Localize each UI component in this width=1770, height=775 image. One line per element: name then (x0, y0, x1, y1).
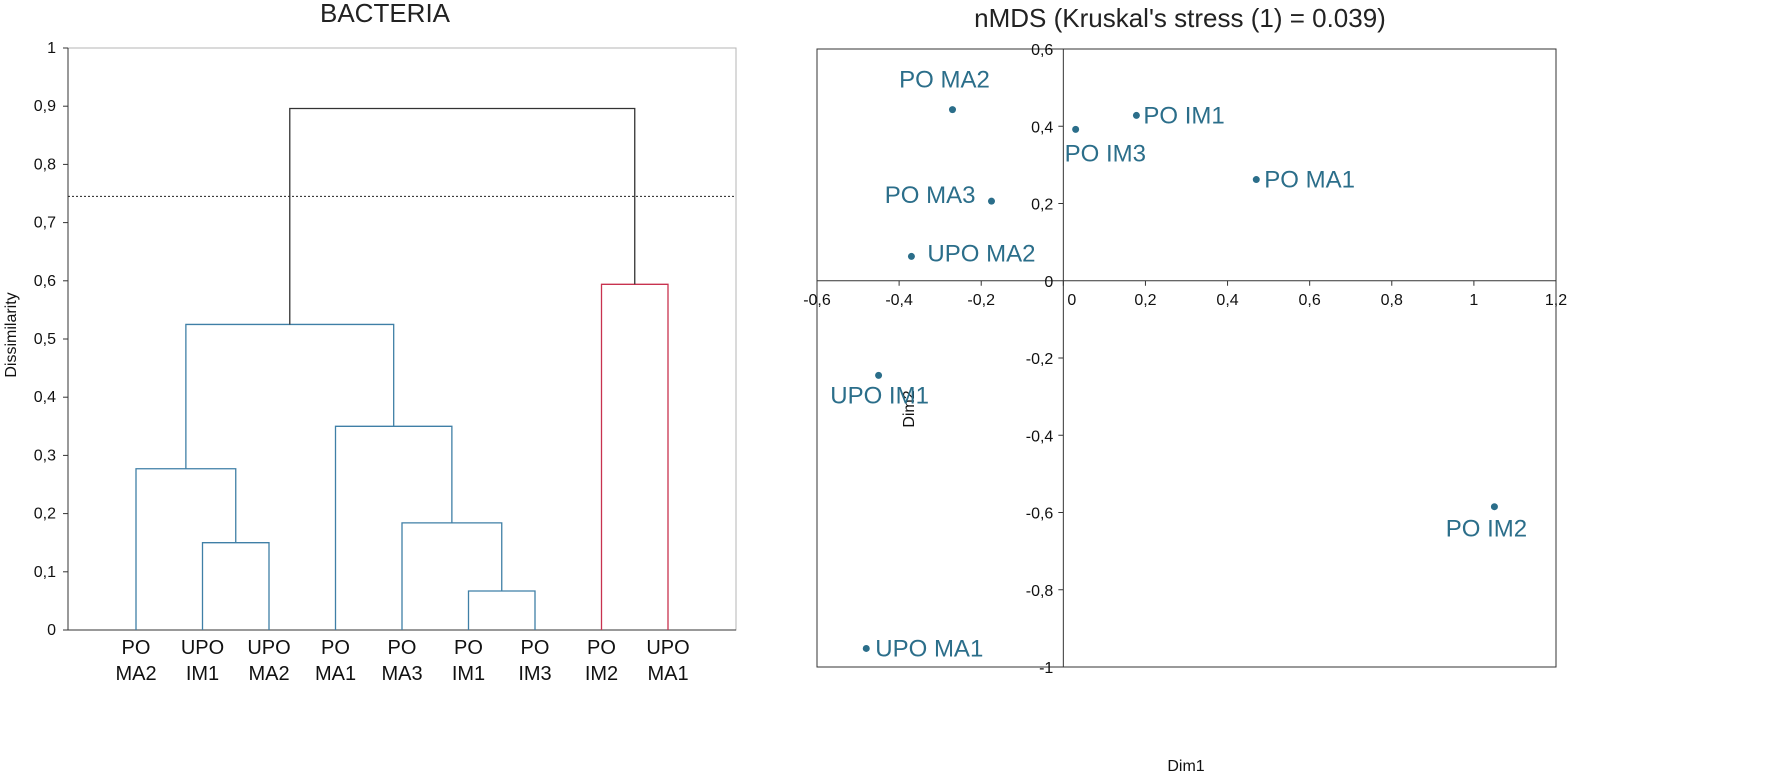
nmds-point (1490, 503, 1498, 511)
dendrogram-merge-link (185, 323, 395, 469)
leaf-label-line1: PO (454, 637, 483, 659)
leaf-label-line1: PO (388, 637, 417, 659)
nmds-point-label: PO IM1 (1143, 102, 1224, 129)
nmds-point-label: UPO IM1 (830, 382, 929, 409)
leaf-label-line1: PO (321, 637, 350, 659)
nmds-point (948, 106, 956, 114)
leaf-label-line1: UPO (646, 637, 689, 659)
nmds-point (1132, 111, 1140, 119)
dendrogram-y-tick-label: 0,8 (34, 156, 56, 173)
dendrogram-title: BACTERIA (320, 0, 451, 28)
leaf-label-line1: PO (122, 637, 151, 659)
leaf-label-line2: MA2 (115, 663, 156, 685)
leaf-label-line1: UPO (181, 637, 224, 659)
dendrogram-leaf-label: PO IM3 (518, 637, 551, 685)
nmds-y-tick-label: -1 (1039, 660, 1053, 677)
dendrogram-leaf-label: UPO IM1 (181, 637, 224, 685)
dendrogram-y-axis-label: Dissimilarity (3, 292, 20, 377)
nmds-title: nMDS (Kruskal's stress (1) = 0.039) (974, 3, 1386, 33)
leaf-label-line2: IM2 (585, 663, 618, 685)
nmds-y-tick-label: -0,8 (1026, 583, 1054, 600)
nmds-point (862, 644, 870, 652)
nmds-point (875, 371, 883, 379)
nmds-x-tick-label: 0,4 (1216, 292, 1238, 309)
nmds-point-label: PO MA1 (1264, 167, 1355, 194)
dendrogram-leaf-label: UPO MA2 (247, 637, 290, 685)
nmds-scatter-chart: -0,6 -0,4 -0,2 0 0,2 0,4 0,6 0,8 1 1,2 -1 -0,8 -0,6 -… (803, 3, 1567, 775)
nmds-y-axis-label: Dim2 (901, 390, 918, 427)
nmds-y-tick-label: 0,6 (1031, 42, 1053, 59)
nmds-plot-frame (816, 48, 1557, 668)
nmds-x-tick-label: -0,2 (967, 292, 995, 309)
dendrogram-merge-link (600, 283, 669, 630)
nmds-x-tick-label: 1,2 (1545, 292, 1567, 309)
dendrogram-merge-link (201, 542, 270, 630)
nmds-x-tick-label: -0,6 (803, 292, 831, 309)
nmds-point-label: PO MA2 (899, 67, 990, 94)
nmds-point (987, 197, 995, 205)
dendrogram-merge-link (135, 468, 237, 630)
leaf-label-line2: MA2 (248, 663, 289, 685)
nmds-y-tick-label: -0,6 (1026, 506, 1054, 523)
dendrogram-y-tick-label: 0,1 (34, 564, 56, 581)
dendrogram-y-tick-label: 0,5 (34, 331, 56, 348)
nmds-y-tick-label: 0,2 (1031, 197, 1053, 214)
dendrogram-y-tick-label: 0,3 (34, 447, 56, 464)
nmds-y-tick-label: 0,4 (1031, 119, 1053, 136)
dendrogram-leaf-label: UPO MA1 (646, 637, 689, 685)
leaf-label-line2: MA1 (647, 663, 688, 685)
nmds-point (907, 252, 915, 260)
dendrogram-leaf-label: PO IM1 (452, 637, 485, 685)
dendrogram-merge-link (334, 425, 453, 630)
dendrogram-y-tick-label: 0,9 (34, 98, 56, 115)
leaf-label-line1: UPO (247, 637, 290, 659)
leaf-label-line2: IM1 (452, 663, 485, 685)
dendrogram-y-tick-label: 1 (47, 40, 56, 57)
dendrogram-leaf-label: PO IM2 (585, 637, 618, 685)
nmds-y-tick-label: 0 (1044, 274, 1053, 291)
nmds-y-tick-label: -0,2 (1026, 351, 1054, 368)
dendrogram-y-tick-label: 0,2 (34, 506, 56, 523)
nmds-x-tick-label: -0,4 (885, 292, 913, 309)
leaf-label-line1: PO (521, 637, 550, 659)
dendrogram-merge-link (467, 590, 536, 630)
nmds-point-label: PO IM3 (1065, 140, 1146, 167)
dendrogram-y-tick-label: 0,7 (34, 215, 56, 232)
dendrogram-merge-link (401, 522, 503, 630)
dendrogram-leaf-label: PO MA1 (315, 637, 356, 685)
dendrogram-chart: 0 0,1 0,2 0,3 0,4 0,5 0,6 0,7 0,8 0,9 1 BACTERIA Dis… (3, 0, 737, 685)
nmds-y-tick-label: -0,4 (1026, 428, 1054, 445)
nmds-x-tick-label: 0,2 (1134, 292, 1156, 309)
nmds-x-tick-label: 0,8 (1381, 292, 1403, 309)
nmds-point-label: UPO MA2 (927, 240, 1035, 267)
nmds-point-label: PO IM2 (1446, 516, 1527, 543)
nmds-x-tick-label: 0 (1067, 292, 1076, 309)
leaf-label-line2: MA3 (381, 663, 422, 685)
leaf-label-line2: IM1 (186, 663, 219, 685)
leaf-label-line2: IM3 (518, 663, 551, 685)
nmds-point (1072, 125, 1080, 133)
leaf-label-line2: MA1 (315, 663, 356, 685)
nmds-point (1252, 176, 1260, 184)
dendrogram-merge-link (289, 107, 636, 325)
nmds-x-tick-label: 1 (1469, 292, 1478, 309)
dendrogram-y-tick-label: 0,4 (34, 389, 56, 406)
nmds-point-label: UPO MA1 (875, 635, 983, 662)
dendrogram-y-tick-label: 0,6 (34, 273, 56, 290)
dendrogram-leaf-label: PO MA3 (381, 637, 422, 685)
nmds-point-label: PO MA3 (885, 182, 976, 209)
nmds-x-tick-label: 0,6 (1299, 292, 1321, 309)
leaf-label-line1: PO (587, 637, 616, 659)
dendrogram-leaf-label: PO MA2 (115, 637, 156, 685)
nmds-x-axis-label: Dim1 (1167, 758, 1204, 775)
dendrogram-y-tick-label: 0 (47, 622, 56, 639)
